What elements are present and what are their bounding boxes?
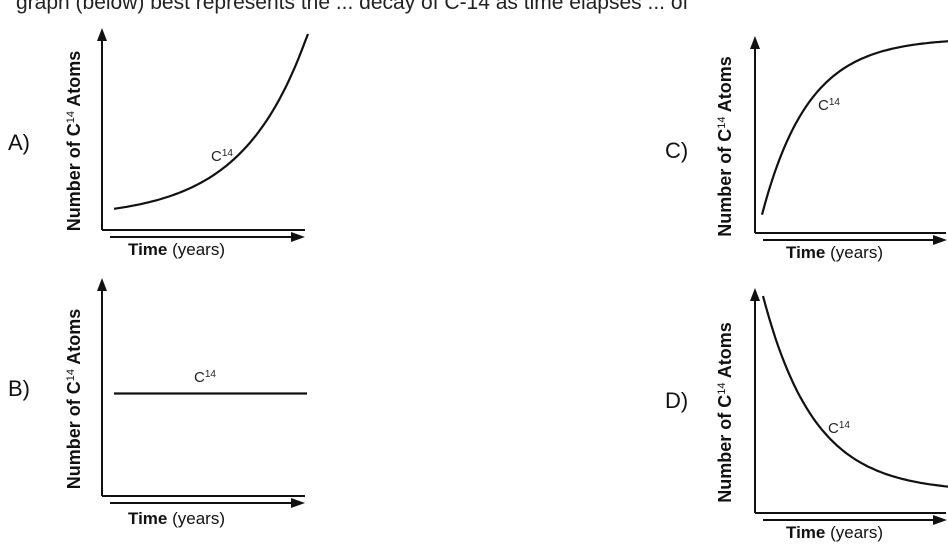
c14-curve [760, 40, 948, 215]
y-axis-label: Number of C14 Atoms [64, 309, 84, 490]
option-label: C) [665, 138, 688, 163]
graph-d: D) Number of C14 Atoms Time (years) C14 [665, 288, 948, 542]
option-label: A) [8, 130, 30, 155]
graph-b: B) Number of C14 Atoms Time (years) C14 [8, 278, 307, 528]
y-axis-arrow-icon [750, 36, 760, 49]
x-axis-arrow-icon [291, 498, 305, 508]
x-axis-arrow-icon [291, 232, 305, 242]
graph-c: C) Number of C14 Atoms Time (years) C14 [665, 36, 948, 262]
x-axis-label: Time (years) [786, 523, 883, 542]
option-label: D) [665, 388, 688, 413]
y-axis-arrow-icon [97, 28, 107, 41]
option-label: B) [8, 376, 30, 401]
y-axis-arrow-icon [97, 278, 107, 291]
question-text: graph (below) best represents the ... de… [16, 0, 689, 14]
c14-curve [761, 295, 948, 488]
c14-curve [113, 33, 310, 210]
x-axis-arrow-icon [933, 515, 947, 525]
series-label: C14 [194, 369, 216, 386]
x-axis-arrow-icon [933, 235, 947, 245]
y-axis-arrow-icon [750, 288, 760, 301]
graph-a: A) Number of C14 Atoms Time (years) C14 [8, 28, 310, 259]
series-label: C14 [211, 148, 233, 165]
series-label: C14 [828, 420, 850, 437]
series-label: C14 [818, 97, 840, 114]
x-axis-label: Time (years) [128, 509, 225, 528]
y-axis-label: Number of C14 Atoms [715, 322, 735, 503]
y-axis-label: Number of C14 Atoms [715, 56, 735, 237]
y-axis-label: Number of C14 Atoms [64, 51, 84, 232]
x-axis-label: Time (years) [128, 240, 225, 259]
x-axis-label: Time (years) [786, 243, 883, 262]
